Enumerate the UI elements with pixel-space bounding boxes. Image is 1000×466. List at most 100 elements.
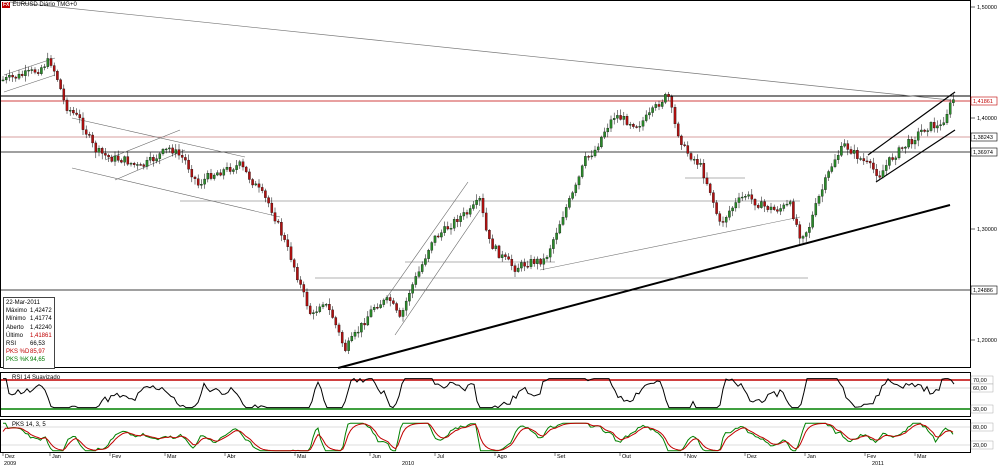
candle-body: [721, 221, 725, 223]
candle-body: [251, 179, 254, 186]
month-label: Dez: [5, 454, 15, 460]
info-value: 1,41861: [30, 332, 52, 339]
candle-body: [347, 340, 350, 351]
pks-tick-tag: [970, 422, 994, 432]
candle-body: [11, 74, 14, 78]
candle-body: [952, 99, 955, 103]
candle-body: [641, 120, 645, 127]
candle-body: [206, 173, 210, 180]
info-row-pks-d: PKS %D 85,97: [6, 348, 52, 356]
info-value: 1,42472: [30, 308, 52, 315]
candle-body: [606, 127, 610, 133]
candle-body: [299, 279, 302, 285]
early-channel-lower: [3, 74, 56, 93]
candle-body: [52, 65, 56, 72]
candle-body: [516, 267, 520, 272]
price-tick-label: 1,30000: [977, 227, 997, 233]
pks-tick-tag: [970, 440, 994, 450]
major-uptrend-line: [337, 204, 951, 369]
candle-body: [440, 232, 443, 238]
candle-body: [478, 198, 482, 201]
candle-body: [113, 155, 117, 162]
pks-tick-label: 80,00: [973, 425, 987, 431]
candle-body: [657, 104, 661, 107]
candle-body: [702, 163, 706, 179]
month-label: Out: [622, 454, 631, 460]
candle-body: [238, 161, 242, 166]
month-label: Dez: [747, 454, 757, 460]
candle-body: [785, 203, 789, 206]
candle-body: [408, 293, 411, 302]
candle-body: [321, 304, 325, 308]
info-label: Mínimo: [6, 316, 26, 323]
candle-body: [164, 148, 168, 151]
candle-body: [577, 176, 581, 186]
candle-body: [225, 167, 229, 170]
price-panel-frame: [0, 0, 971, 368]
candle-body: [43, 66, 46, 68]
candle-body: [625, 116, 629, 125]
price-level-tag: [970, 147, 998, 157]
candle-body: [270, 202, 274, 213]
candle-body: [520, 262, 523, 269]
autumn-support-line: [539, 216, 801, 271]
candle-body: [126, 156, 130, 165]
candle-body: [340, 332, 344, 344]
candle-body: [948, 102, 952, 115]
candle-body: [155, 158, 158, 162]
candle-body: [603, 131, 606, 138]
candle-body: [152, 157, 155, 162]
candle-body: [936, 125, 939, 129]
candle-body: [635, 126, 638, 128]
candle-body: [686, 145, 690, 154]
candle-body: [545, 256, 549, 259]
candle-body: [923, 129, 926, 132]
candle-body: [305, 291, 309, 307]
candle-body: [212, 174, 216, 179]
candle-body: [552, 239, 555, 249]
candle-body: [747, 194, 750, 197]
candle-body: [699, 163, 702, 165]
candle-body: [97, 148, 101, 153]
candle-body: [491, 238, 494, 249]
candle-body: [248, 171, 251, 180]
candle-body: [529, 259, 533, 267]
candle-body: [734, 202, 738, 209]
candlestick-series: [1, 52, 955, 355]
candle-body: [571, 192, 574, 199]
candle-body: [4, 77, 8, 81]
candle-body: [216, 172, 219, 176]
candle-body: [670, 96, 674, 108]
candle-body: [916, 131, 920, 141]
candle-body: [884, 165, 888, 171]
candle-body: [683, 144, 686, 146]
candle-body: [388, 297, 392, 301]
candle-body: [88, 134, 91, 136]
candle-body: [209, 173, 213, 179]
candle-body: [81, 117, 85, 130]
candle-body: [900, 147, 904, 149]
candle-body: [46, 58, 50, 67]
pks-panel-frame: [0, 419, 971, 453]
candle-body: [920, 129, 923, 132]
info-row-high: Máximo 1,42472: [6, 307, 52, 315]
candle-body: [939, 124, 942, 126]
candle-body: [859, 158, 862, 160]
candle-body: [276, 220, 280, 223]
candle-body: [49, 58, 53, 66]
candle-body: [587, 156, 590, 158]
candle-body: [318, 306, 322, 312]
rsi-line: [3, 377, 955, 409]
candle-body: [417, 271, 421, 277]
candle-body: [827, 171, 830, 178]
info-value: 66,53: [30, 341, 46, 348]
candle-body: [609, 119, 613, 129]
candle-body: [523, 262, 526, 267]
candle-body: [414, 276, 418, 285]
candle-body: [891, 157, 894, 160]
price-level-tag: [970, 285, 998, 295]
rally-channel-upper: [384, 181, 469, 301]
candle-body: [385, 297, 389, 301]
